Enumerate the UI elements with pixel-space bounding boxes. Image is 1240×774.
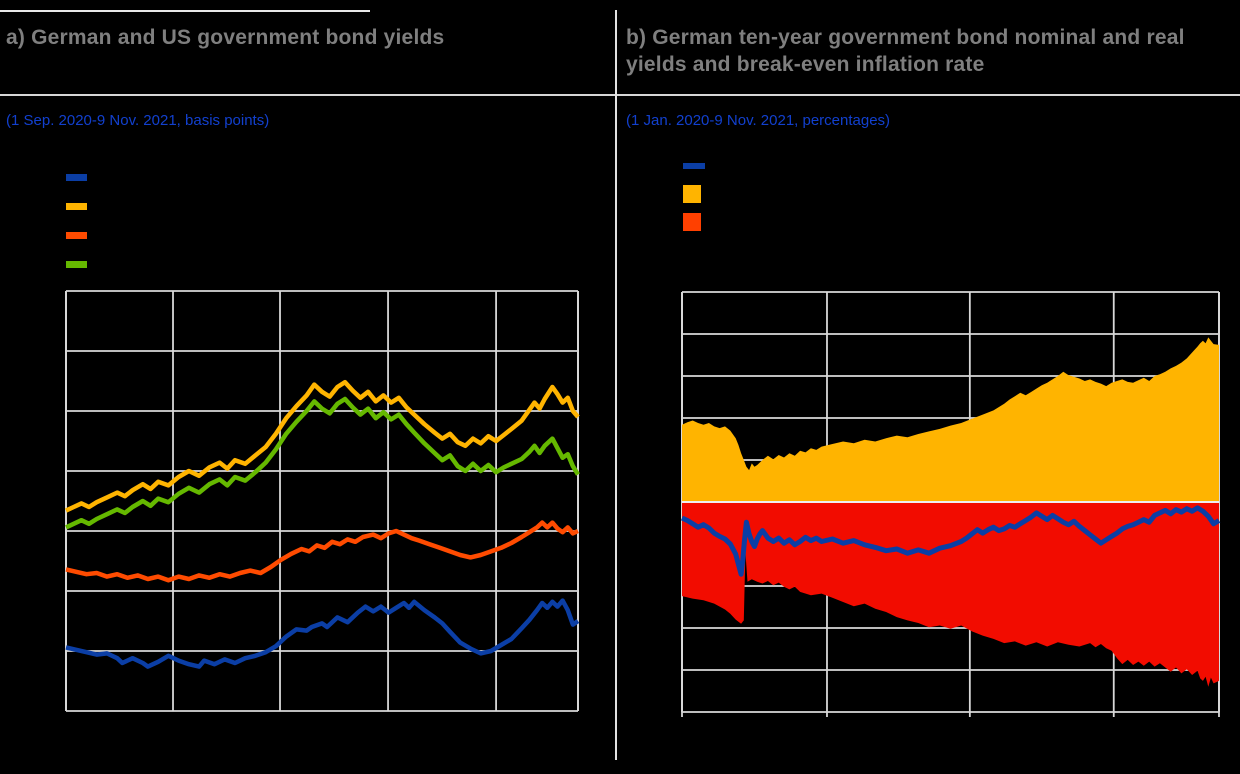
series-blue-line: [65, 598, 580, 669]
legend-swatch-line-2: [66, 203, 87, 210]
series-break-even-inflation-area: [682, 337, 1219, 502]
panel-divider-line: [615, 10, 617, 760]
panel-a-title: a) German and US government bond yields: [6, 26, 445, 49]
panel-b-title: b) German ten-year government bond nomin…: [626, 26, 1185, 76]
panel-b-subtitle: (1 Jan. 2020-9 Nov. 2021, percentages): [626, 112, 891, 129]
legend-swatch-line-1: [66, 174, 87, 181]
series-nominal-yield-line: [680, 505, 1221, 577]
series-real-yield-area: [682, 502, 1219, 687]
top-border-line: [0, 10, 370, 12]
legend-swatch-line-3: [66, 232, 87, 239]
panel-a-title-rule: [0, 94, 615, 96]
legend-swatch-line-4: [66, 261, 87, 268]
legend-swatch-area-2: [683, 185, 701, 203]
panel-a-chart: [65, 290, 580, 712]
series-yellow-line: [65, 379, 580, 513]
panel-b-title-rule: [617, 94, 1240, 96]
series-orange-line: [65, 520, 579, 583]
legend-swatch-area-3: [683, 213, 701, 231]
series-green-line: [65, 396, 580, 530]
panel-b-chart: [680, 291, 1221, 717]
legend-swatch-line-1: [683, 163, 705, 169]
panel-a-subtitle: (1 Sep. 2020-9 Nov. 2021, basis points): [6, 112, 270, 129]
